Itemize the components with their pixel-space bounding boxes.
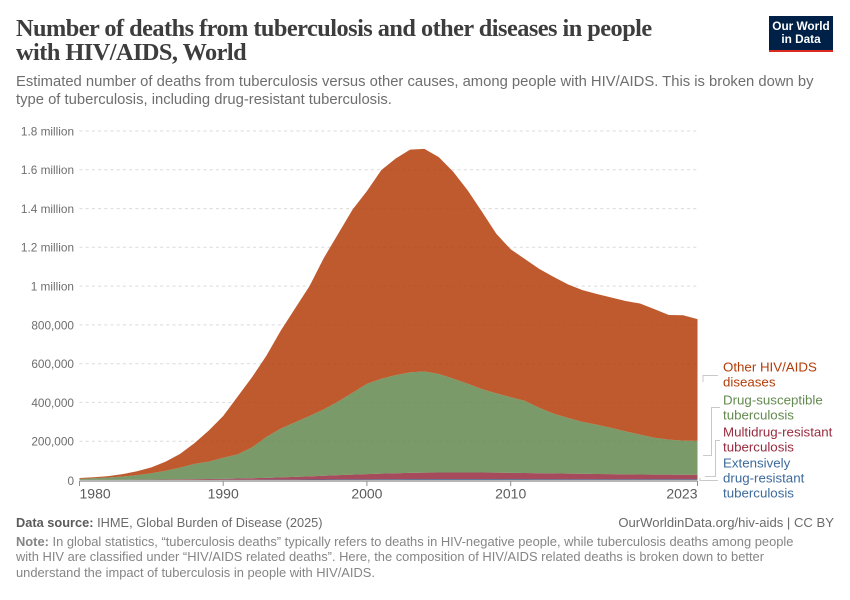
- svg-text:1.8 million: 1.8 million: [21, 124, 74, 138]
- svg-text:2023: 2023: [666, 485, 697, 501]
- svg-text:Multidrug-resistant: Multidrug-resistant: [723, 425, 833, 440]
- svg-text:1990: 1990: [208, 485, 239, 501]
- svg-text:tuberculosis: tuberculosis: [723, 485, 794, 500]
- svg-text:200,000: 200,000: [31, 435, 74, 449]
- svg-text:1.2 million: 1.2 million: [21, 241, 74, 255]
- svg-text:2000: 2000: [351, 485, 382, 501]
- svg-text:tuberculosis: tuberculosis: [723, 439, 794, 454]
- svg-text:600,000: 600,000: [31, 357, 74, 371]
- svg-text:1980: 1980: [80, 485, 111, 501]
- svg-text:tuberculosis: tuberculosis: [723, 407, 794, 422]
- svg-text:0: 0: [67, 474, 74, 488]
- svg-text:drug-resistant: drug-resistant: [723, 470, 805, 485]
- svg-text:Extensively: Extensively: [723, 456, 791, 471]
- svg-text:diseases: diseases: [723, 374, 776, 389]
- svg-text:400,000: 400,000: [31, 396, 74, 410]
- svg-text:1 million: 1 million: [31, 280, 74, 294]
- svg-text:800,000: 800,000: [31, 318, 74, 332]
- svg-text:1.6 million: 1.6 million: [21, 163, 74, 177]
- svg-text:Other HIV/AIDS: Other HIV/AIDS: [723, 360, 817, 375]
- svg-text:Drug-susceptible: Drug-susceptible: [723, 393, 823, 408]
- svg-text:2010: 2010: [495, 485, 526, 501]
- svg-text:1.4 million: 1.4 million: [21, 202, 74, 216]
